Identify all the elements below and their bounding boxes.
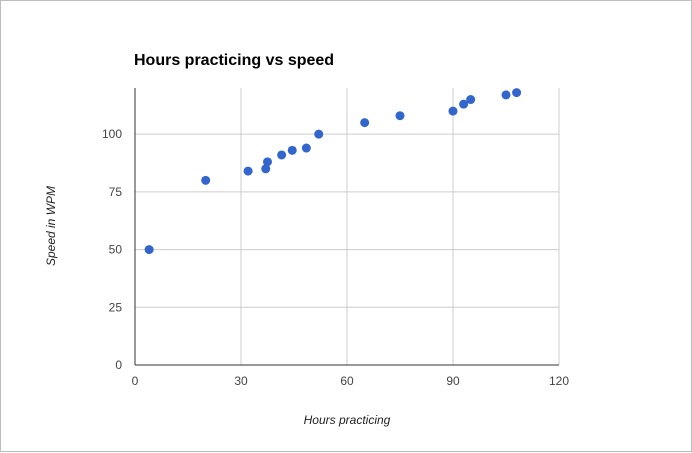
chart-title: Hours practicing vs speed [134,52,334,69]
y-tick-label: 75 [109,185,123,199]
y-tick-label: 100 [102,127,122,141]
x-tick-label: 120 [549,374,569,388]
tick-labels: 0 30 60 90 120 0 25 50 75 100 [102,127,569,388]
y-axis-title: Speed in WPM [44,186,58,266]
y-tick-label: 0 [115,358,122,372]
data-point [201,175,211,185]
data-point [395,111,405,121]
x-tick-label: 30 [234,374,248,388]
x-axis-title: Hours practicing [304,413,391,427]
data-points [144,88,522,255]
data-point [314,129,324,139]
data-point [263,157,272,167]
axes [134,88,559,366]
grid-lines [135,88,560,365]
data-point [459,99,469,109]
data-point [512,88,522,98]
data-point [501,90,511,100]
data-point [466,95,476,105]
y-tick-label: 50 [109,243,123,257]
data-point [243,166,253,176]
data-point [144,245,154,255]
y-tick-label: 25 [109,300,123,314]
data-point [448,106,458,116]
x-tick-label: 0 [132,374,139,388]
data-point [287,145,297,155]
data-point [360,118,370,128]
data-point [301,143,311,153]
x-tick-label: 90 [446,374,460,388]
data-point [261,164,271,174]
data-point [277,150,287,160]
x-tick-label: 60 [340,374,354,388]
